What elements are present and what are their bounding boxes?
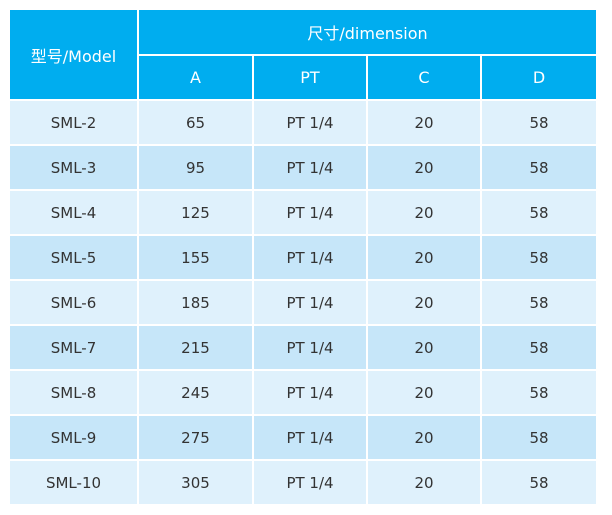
table-cell: SML-5 bbox=[10, 236, 137, 279]
table-cell: PT 1/4 bbox=[254, 281, 366, 324]
table-cell: 155 bbox=[139, 236, 252, 279]
table-cell: 58 bbox=[482, 326, 596, 369]
table-cell: 58 bbox=[482, 461, 596, 504]
table-cell: 20 bbox=[368, 371, 480, 414]
table-cell: SML-3 bbox=[10, 146, 137, 189]
table-cell: 125 bbox=[139, 191, 252, 234]
table-cell: PT 1/4 bbox=[254, 236, 366, 279]
table-cell: 20 bbox=[368, 461, 480, 504]
table-cell: SML-4 bbox=[10, 191, 137, 234]
table-cell: 58 bbox=[482, 191, 596, 234]
table-cell: 20 bbox=[368, 281, 480, 324]
table-cell: SML-6 bbox=[10, 281, 137, 324]
table-cell: 20 bbox=[368, 326, 480, 369]
table-cell: PT 1/4 bbox=[254, 326, 366, 369]
table-cell: PT 1/4 bbox=[254, 146, 366, 189]
table-cell: 58 bbox=[482, 101, 596, 144]
table-cell: 20 bbox=[368, 146, 480, 189]
header-column: D bbox=[482, 56, 596, 99]
table-cell: PT 1/4 bbox=[254, 416, 366, 459]
header-column: PT bbox=[254, 56, 366, 99]
table-cell: 58 bbox=[482, 371, 596, 414]
table-cell: 95 bbox=[139, 146, 252, 189]
header-dimension: 尺寸/dimension bbox=[139, 10, 596, 54]
header-model: 型号/Model bbox=[10, 10, 137, 99]
table-cell: 58 bbox=[482, 416, 596, 459]
table-cell: 20 bbox=[368, 236, 480, 279]
table-cell: SML-2 bbox=[10, 101, 137, 144]
table-cell: PT 1/4 bbox=[254, 191, 366, 234]
table-cell: 20 bbox=[368, 416, 480, 459]
table-cell: SML-9 bbox=[10, 416, 137, 459]
header-column: C bbox=[368, 56, 480, 99]
table-cell: SML-8 bbox=[10, 371, 137, 414]
table-cell: 65 bbox=[139, 101, 252, 144]
table-cell: SML-7 bbox=[10, 326, 137, 369]
table-cell: 275 bbox=[139, 416, 252, 459]
table-cell: 58 bbox=[482, 146, 596, 189]
table-cell: 185 bbox=[139, 281, 252, 324]
table-cell: 20 bbox=[368, 191, 480, 234]
table-cell: 245 bbox=[139, 371, 252, 414]
header-column: A bbox=[139, 56, 252, 99]
table-cell: 305 bbox=[139, 461, 252, 504]
table-cell: 58 bbox=[482, 281, 596, 324]
table-cell: 20 bbox=[368, 101, 480, 144]
table-cell: PT 1/4 bbox=[254, 461, 366, 504]
table-cell: 215 bbox=[139, 326, 252, 369]
table-cell: 58 bbox=[482, 236, 596, 279]
table-cell: SML-10 bbox=[10, 461, 137, 504]
table-cell: PT 1/4 bbox=[254, 101, 366, 144]
table-cell: PT 1/4 bbox=[254, 371, 366, 414]
